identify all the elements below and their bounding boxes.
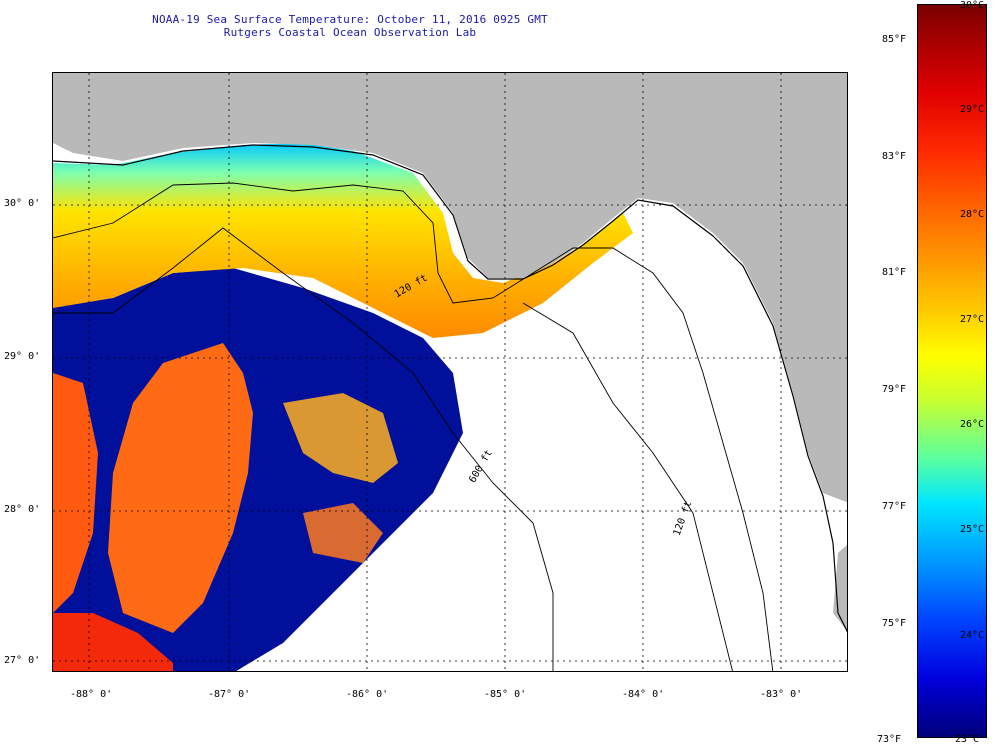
cb-f-77: 77°F — [882, 501, 907, 512]
isobath-600ft — [53, 227, 554, 671]
lat-label-27: 27° 0' — [4, 655, 41, 666]
cb-c-27: 27°C — [960, 314, 985, 325]
cb-c-28: 28°C — [960, 209, 985, 220]
lon-label-86: -86° 0' — [346, 689, 389, 700]
warm-water-west-edge — [53, 373, 98, 613]
cb-f-73: 73°F — [877, 734, 902, 745]
cb-c-30: 30°C — [960, 0, 985, 11]
lat-label-29: 29° 0' — [4, 351, 41, 362]
map-subtitle: Rutgers Coastal Ocean Observation Lab — [223, 26, 477, 39]
mixed-water-patches — [283, 393, 398, 483]
nearshore-warm-band — [53, 143, 633, 338]
lon-label-85: -85° 0' — [484, 689, 527, 700]
temperature-colorbar — [917, 4, 987, 738]
lon-label-87: -87° 0' — [208, 689, 251, 700]
land-north — [53, 73, 847, 503]
isobath-deep — [522, 302, 733, 671]
warm-water-southwest — [53, 613, 173, 671]
lon-label-83: -83° 0' — [760, 689, 803, 700]
cb-c-25: 25°C — [960, 524, 985, 535]
cb-c-23: 23°C — [955, 734, 980, 745]
cb-c-26: 26°C — [960, 419, 985, 430]
mixed-water-patches-south — [303, 503, 383, 563]
coastline — [53, 144, 847, 633]
cb-f-75: 75°F — [882, 618, 907, 629]
isobath-120ft — [53, 182, 774, 671]
map-title: NOAA-19 Sea Surface Temperature: October… — [152, 13, 548, 26]
lat-label-28: 28° 0' — [4, 504, 41, 515]
graticule — [53, 73, 847, 671]
lat-label-30: 30° 0' — [4, 198, 41, 209]
sst-map: 120 ft 600 ft 120 ft — [52, 72, 848, 672]
cb-f-83: 83°F — [882, 151, 907, 162]
cb-c-29: 29°C — [960, 104, 985, 115]
warm-water-core — [108, 343, 253, 633]
cb-f-85: 85°F — [882, 34, 907, 45]
lon-label-84: -84° 0' — [622, 689, 665, 700]
cb-f-81: 81°F — [882, 267, 907, 278]
sst-map-svg — [53, 73, 847, 671]
cb-f-79: 79°F — [882, 384, 907, 395]
land-florida-southeast — [833, 544, 847, 631]
cb-c-24: 24°C — [960, 630, 985, 641]
lon-label-88: -88° 0' — [70, 689, 113, 700]
